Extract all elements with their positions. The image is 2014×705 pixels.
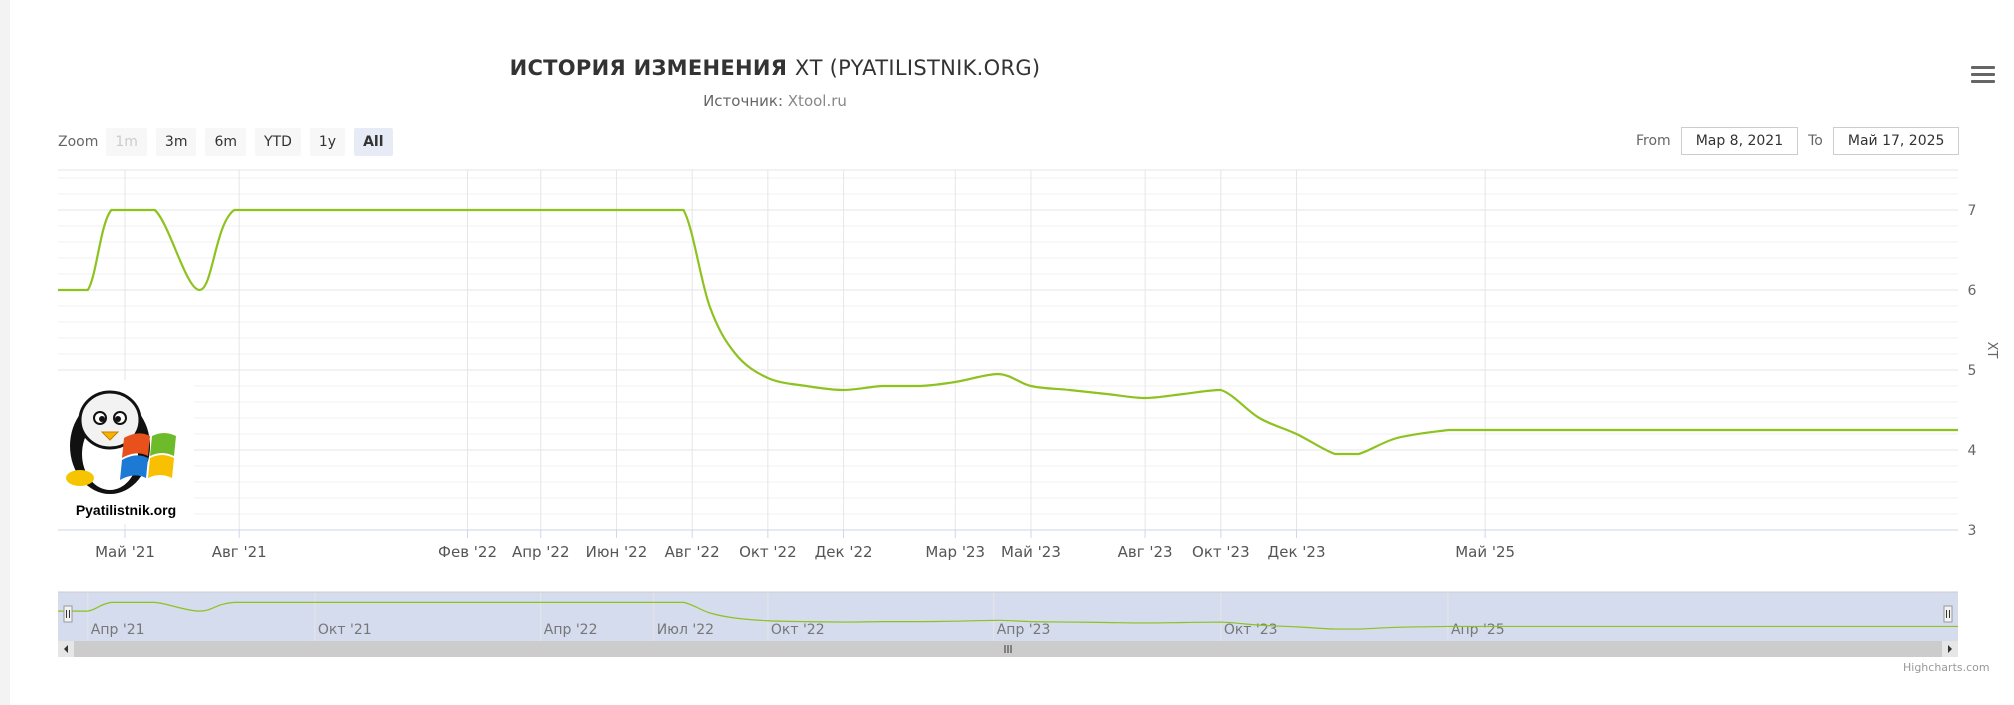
navigator-tick-label: Апр '23 [997,622,1051,638]
y-tick-label: 6 [1968,283,1977,299]
navigator-mask [58,592,1958,641]
chart-title: ИСТОРИЯ ИЗМЕНЕНИЯ ХТ (PYATILISTNIK.ORG) [10,56,1540,80]
zoom-button-1m[interactable]: 1m [106,128,147,156]
subtitle-source: Xtool.ru [787,92,847,110]
arrow-left-icon [64,645,68,653]
penguin-logo-icon [66,390,176,494]
from-label: From [1636,133,1671,149]
navigator-tick-label: Окт '22 [771,622,825,638]
credits-link[interactable]: Highcharts.com [1903,661,1990,674]
x-tick-label: Фев '22 [438,543,497,561]
chart-container: 3 4 5 6 7 ХТ Май '21 Авг '21 Фев '22 Апр '22 Июн '… [10,0,2014,705]
subtitle-label: Источник: [703,92,783,110]
navigator-tick-label: Апр '25 [1451,622,1505,638]
x-tick-label: Май '23 [1001,543,1061,561]
x-tick-label: Дек '22 [815,543,873,561]
y-tick-label: 4 [1968,443,1977,459]
y-tick-label: 7 [1968,203,1977,219]
menu-icon[interactable] [1971,66,1995,86]
navigator-handle-box [63,605,73,623]
navigator-tick-label: Окт '21 [318,622,372,638]
navigator-tick-label: Апр '22 [544,622,598,638]
navigator-tick-label: Апр '21 [91,622,145,638]
x-tick-label: Май '21 [95,543,155,561]
zoom-label: Zoom [58,134,99,150]
x-tick-label: Авг '23 [1118,543,1173,561]
chart-svg: 3 4 5 6 7 ХТ Май '21 Авг '21 Фев '22 Апр '22 Июн '… [58,169,1999,657]
navigator-handle-left[interactable] [63,605,73,623]
zoom-button-6m[interactable]: 6m [205,128,246,156]
range-selector: From Мар 8, 2021 To Май 17, 2025 [1636,127,1960,155]
navigator-series-line [58,601,1448,630]
to-date-input[interactable]: Май 17, 2025 [1832,127,1960,155]
chart-subtitle: Источник: Xtool.ru [10,92,1540,110]
site-logo: Pyatilistnik.org [58,380,194,524]
x-tick-label: Май '25 [1455,543,1515,561]
zoom-button-1y[interactable]: 1y [309,128,346,156]
x-tick-label: Авг '21 [212,543,267,561]
x-tick-label: Июн '22 [586,543,648,561]
x-tick-label: Дек '23 [1268,543,1326,561]
series-line-xt [58,208,1449,456]
navigator-tick-label: Июл '22 [657,622,714,638]
x-tick-label: Апр '22 [512,543,570,561]
from-date-input[interactable]: Мар 8, 2021 [1680,127,1799,155]
zoom-bar: Zoom 1m 3m 6m YTD 1y All [58,128,402,156]
x-tick-label: Авг '22 [665,543,720,561]
chart-title-rest: ХТ (PYATILISTNIK.ORG) [794,56,1041,80]
zoom-button-all[interactable]: All [354,128,393,156]
navigator-handle-right[interactable] [1943,605,1953,623]
x-tick-label: Мар '23 [925,543,985,561]
y-axis-title: ХТ [1984,342,1999,359]
zoom-button-3m[interactable]: 3m [155,128,197,156]
arrow-right-icon [1948,645,1952,653]
x-tick-label: Окт '23 [1192,543,1250,561]
to-label: To [1808,133,1823,149]
navigator-handle-box [1943,605,1953,623]
zoom-button-ytd[interactable]: YTD [255,128,301,156]
x-tick-label: Окт '22 [739,543,797,561]
logo-text: Pyatilistnik.org [75,502,177,518]
y-tick-label: 3 [1968,523,1977,539]
chart-title-bold: ИСТОРИЯ ИЗМЕНЕНИЯ [509,56,788,80]
y-tick-label: 5 [1968,363,1977,379]
